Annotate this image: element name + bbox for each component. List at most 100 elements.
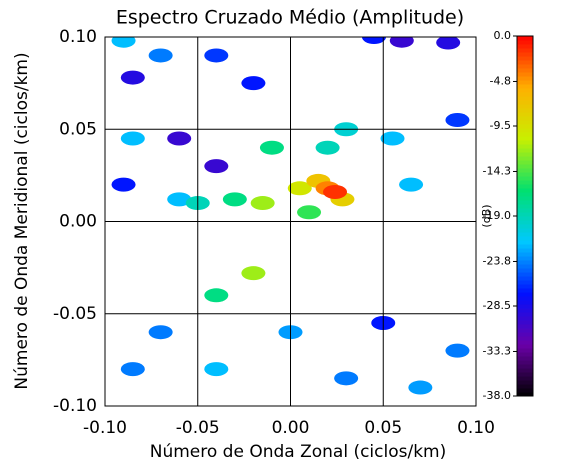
colorbar-tick-label: -23.8 xyxy=(483,254,511,267)
colorbar-cell xyxy=(517,128,533,133)
colorbar-tick-label: -28.5 xyxy=(483,299,511,312)
colorbar-label: (dB) xyxy=(480,204,493,227)
colorbar-cell xyxy=(517,248,533,253)
colorbar-cell xyxy=(517,236,533,241)
contour-blob xyxy=(167,192,192,207)
colorbar-cell xyxy=(517,168,533,173)
contour-blob xyxy=(120,362,145,377)
x-tick-label: 0.05 xyxy=(364,418,402,438)
contour-blob xyxy=(436,37,461,50)
colorbar-cell xyxy=(517,40,533,45)
contour-blob xyxy=(399,177,424,192)
contour-blob xyxy=(111,37,136,48)
colorbar-cell xyxy=(517,188,533,193)
contour-blob xyxy=(445,113,470,128)
contours xyxy=(111,37,470,395)
contour-blob xyxy=(120,70,145,85)
contour-blob xyxy=(111,177,136,192)
colorbar-cell xyxy=(517,336,533,341)
colorbar-cell xyxy=(517,224,533,229)
contour-blob xyxy=(323,184,348,199)
colorbar-cell xyxy=(517,320,533,325)
colorbar-cell xyxy=(517,268,533,273)
colorbar-cell xyxy=(517,316,533,321)
colorbar-cell xyxy=(517,288,533,293)
colorbar-tick-label: -19.0 xyxy=(483,209,511,222)
colorbar-cell xyxy=(517,144,533,149)
colorbar-cell xyxy=(517,92,533,97)
colorbar-cell xyxy=(517,392,533,397)
y-axis-label: Número de Onda Meridional (ciclos/km) xyxy=(12,52,32,389)
y-tick-label: 0.00 xyxy=(59,212,97,232)
colorbar-cell xyxy=(517,44,533,49)
colorbar-cell xyxy=(517,164,533,169)
colorbar-tick-label: -14.3 xyxy=(483,164,511,177)
colorbar-cell xyxy=(517,80,533,85)
colorbar-cell xyxy=(517,280,533,285)
colorbar-cell xyxy=(517,152,533,157)
colorbar-cell xyxy=(517,296,533,301)
contour-blob xyxy=(148,48,173,63)
colorbar-cell xyxy=(517,292,533,297)
contour-blob xyxy=(204,362,229,377)
colorbar-cell xyxy=(517,340,533,345)
colorbar-cell xyxy=(517,216,533,221)
contour-blob xyxy=(297,205,322,220)
colorbar-cell xyxy=(517,116,533,121)
colorbar-cell xyxy=(517,348,533,353)
colorbar-cell xyxy=(517,328,533,333)
colorbar-cell xyxy=(517,260,533,265)
colorbar-tick-label: 0.0 xyxy=(494,29,512,42)
colorbar-cell xyxy=(517,272,533,277)
colorbar-cell xyxy=(517,120,533,125)
colorbar-cell xyxy=(517,332,533,337)
contour-blob xyxy=(334,371,359,386)
colorbar-cell xyxy=(517,132,533,137)
colorbar-cell xyxy=(517,112,533,117)
colorbar-cell xyxy=(517,376,533,381)
contour-blob xyxy=(241,266,266,281)
colorbar-tick-label: -9.5 xyxy=(490,119,511,132)
contour-blob xyxy=(204,159,229,174)
contour-blob xyxy=(380,131,405,146)
colorbar-cell xyxy=(517,276,533,281)
contour-blob xyxy=(445,343,470,358)
colorbar-cell xyxy=(517,192,533,197)
contour-blob xyxy=(361,37,386,44)
colorbar-cell xyxy=(517,48,533,53)
colorbar-cell xyxy=(517,124,533,129)
chart-title: Espectro Cruzado Médio (Amplitude) xyxy=(116,7,464,29)
contour-blob xyxy=(287,181,312,196)
colorbar-cell xyxy=(517,196,533,201)
colorbar-cell xyxy=(517,68,533,73)
colorbar-cell xyxy=(517,284,533,289)
x-tick-label: 0.00 xyxy=(272,418,310,438)
colorbar-cell xyxy=(517,100,533,105)
contour-blob xyxy=(250,196,275,211)
x-tick-label: -0.10 xyxy=(83,418,127,438)
colorbar-cell xyxy=(517,344,533,349)
colorbar-cell xyxy=(517,84,533,89)
colorbar-cell xyxy=(517,212,533,217)
colorbar-cell xyxy=(517,204,533,209)
contour-blob xyxy=(148,325,173,340)
y-tick-label: 0.10 xyxy=(59,27,97,47)
colorbar-cell xyxy=(517,252,533,257)
colorbar-cell xyxy=(517,176,533,181)
colorbar-cell xyxy=(517,324,533,329)
colorbar-cell xyxy=(517,108,533,113)
colorbar-cell xyxy=(517,180,533,185)
colorbar-tick-label: -4.8 xyxy=(490,74,511,87)
colorbar-cell xyxy=(517,64,533,69)
colorbar-cell xyxy=(517,256,533,261)
colorbar-cell xyxy=(517,364,533,369)
x-tick-label: -0.05 xyxy=(176,418,220,438)
colorbar-cell xyxy=(517,60,533,65)
colorbar-cell xyxy=(517,88,533,93)
colorbar-cell xyxy=(517,388,533,393)
colorbar-cell xyxy=(517,304,533,309)
contour-blob xyxy=(120,131,145,146)
colorbar-cell xyxy=(517,264,533,269)
colorbar-cell xyxy=(517,228,533,233)
colorbar-cell xyxy=(517,52,533,57)
